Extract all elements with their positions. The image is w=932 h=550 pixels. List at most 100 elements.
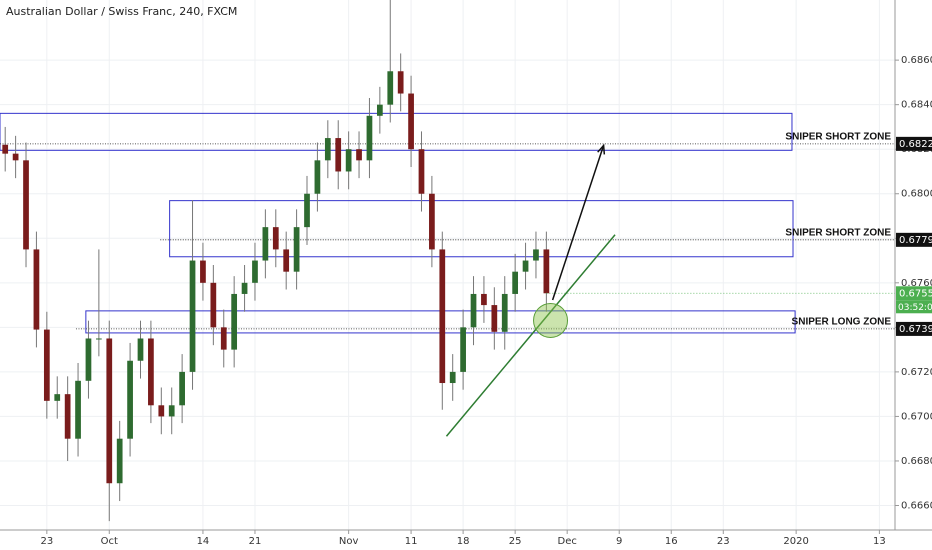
candle-body [12,153,19,161]
candle-body [418,149,425,194]
zone-label: SNIPER LONG ZONE [792,317,892,328]
candle-body [429,193,435,250]
candle-body [481,293,487,306]
candle-body [127,360,133,439]
zone-label: SNIPER SHORT ZONE [785,227,891,238]
candle-body [220,327,227,350]
price-tag [896,232,932,247]
trend-line [445,234,616,437]
candle-body [2,144,9,154]
candle-body [148,338,154,406]
candle-body [460,327,466,372]
candle-body [23,160,29,250]
candle-body [522,260,529,272]
x-tick-label: Oct [101,536,118,547]
candle-body [501,293,508,332]
candle-body [335,138,342,172]
y-tick-label: 0.67200 [901,367,932,378]
candle-body [262,227,269,261]
candle-body [376,104,383,116]
x-tick-label: 18 [457,536,470,547]
candle-body [85,338,92,381]
annotations [445,143,616,437]
candle-body [64,394,71,439]
countdown-tag [896,300,932,314]
candle-body [252,260,258,283]
candle-body [356,149,362,161]
y-tick-label: 0.66800 [901,456,932,467]
candle-body [470,293,477,328]
candle-body [158,405,165,417]
candle-body [543,249,550,294]
candle-body [366,115,373,161]
candle-body [43,329,50,401]
x-tick-label: 14 [197,536,210,547]
x-tick-label: 21 [249,536,262,547]
candle-body [345,149,352,172]
price-tag [896,136,932,151]
price-tag-label: 0.67393 [899,324,932,335]
last-price-label: 0.67553 [899,288,932,299]
candle-body [439,249,446,384]
candle-body [116,438,123,484]
last-price-tag [896,286,932,301]
y-tick-label: 0.66600 [901,501,932,512]
zone-box [169,200,794,258]
x-tick-label: Nov [339,536,359,547]
countdown-label: 03:52:03 [898,303,932,313]
y-tick-label: 0.68400 [901,100,932,111]
candle-body [512,271,519,294]
candle-body [54,394,61,401]
price-tag-label: 0.68224 [899,139,932,150]
arrow-head [597,143,606,155]
candle-body [533,249,539,261]
candle-body [293,227,300,272]
candle-body [231,293,238,350]
zone-box [0,112,793,151]
candle-body [304,193,310,228]
candle-body [106,338,113,484]
candles [2,0,550,522]
y-tick-label: 0.67600 [901,278,932,289]
candle-body [210,282,217,328]
x-tick-label: 9 [616,536,622,547]
candle-body [137,338,144,361]
y-tick-label: 0.68600 [901,55,932,66]
x-tick-label: 16 [665,536,678,547]
zone-label: SNIPER SHORT ZONE [785,131,891,142]
x-tick-label: 13 [873,536,886,547]
candle-body [168,405,175,417]
candle-body [408,93,414,150]
y-tick-label: 0.67000 [901,411,932,422]
x-tick-label: 11 [405,536,418,547]
candle-body [179,371,185,406]
x-tick-label: 2020 [783,536,808,547]
price-tag [896,321,932,336]
candle-body [449,371,456,384]
candle-body [397,71,404,94]
x-tick-label: 25 [509,536,522,547]
candle-body [241,282,248,294]
x-tick-label: 23 [40,536,53,547]
candle-body [75,380,81,439]
candle-body [283,249,290,272]
x-tick-label: 23 [717,536,730,547]
candle-body [491,305,498,332]
candle-body [314,160,321,194]
price-tag-label: 0.67793 [899,235,932,246]
arrow-line [551,145,605,301]
candle-body [324,138,331,161]
candle-body [272,227,279,250]
candle-body [189,260,196,372]
candle-body [96,338,102,340]
candle-body [387,71,394,105]
highlight-circle [533,302,569,338]
y-tick-label: 0.68000 [901,189,932,200]
x-tick-label: Dec [558,536,577,547]
candle-body [200,260,206,283]
chart-title: Australian Dollar / Swiss Franc, 240, FX… [6,5,237,18]
candle-body [33,249,40,330]
